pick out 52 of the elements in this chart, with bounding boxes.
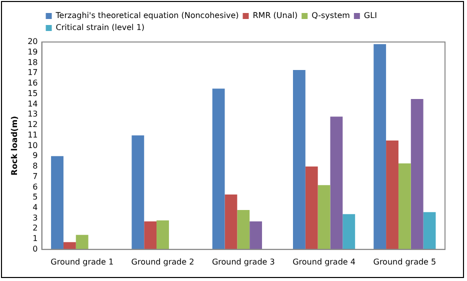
- y-tick-label: 8: [32, 162, 38, 171]
- bar: [132, 135, 144, 250]
- x-tick-label: Ground grade 1: [50, 257, 114, 266]
- x-tick-label: Ground grade 5: [373, 257, 436, 266]
- bar: [305, 166, 318, 250]
- y-tick-label: 6: [32, 182, 38, 192]
- y-tick-label: 1: [32, 234, 38, 244]
- y-tick-label: 3: [32, 213, 38, 222]
- bar: [423, 212, 436, 250]
- y-tick-label: 2: [32, 224, 38, 233]
- y-axis-title: Rock load(m): [10, 116, 19, 176]
- legend-label: RMR (Unal): [252, 11, 298, 20]
- legend-label: Terzaghi's theoretical equation (Noncohesive): [54, 11, 239, 20]
- bar: [318, 185, 330, 250]
- legend-label: Critical strain (level 1): [56, 23, 145, 32]
- y-tick-label: 11: [28, 130, 38, 140]
- bar: [342, 214, 356, 250]
- y-tick-label: 7: [32, 172, 38, 181]
- y-tick-label: 13: [28, 110, 38, 119]
- y-tick-label: 14: [28, 99, 38, 108]
- y-tick-label: 5: [32, 192, 38, 202]
- y-tick-label: 15: [28, 88, 38, 98]
- x-tick-label: Ground grade 4: [292, 257, 356, 266]
- y-tick-label: 12: [28, 120, 38, 130]
- y-tick-label: 17: [28, 68, 38, 78]
- bar: [374, 44, 386, 250]
- y-tick-label: 18: [28, 58, 38, 67]
- legend-label: Q-system: [312, 11, 350, 20]
- bar: [224, 194, 238, 250]
- bar: [156, 220, 169, 250]
- bar: [292, 70, 306, 250]
- y-tick-label: 0: [32, 244, 38, 254]
- bar: [330, 116, 343, 250]
- y-tick-label: 9: [32, 151, 38, 160]
- bar: [410, 99, 424, 250]
- bar: [398, 163, 411, 250]
- bar: [386, 140, 398, 250]
- y-tick-label: 4: [32, 203, 38, 212]
- bar: [144, 221, 157, 250]
- y-tick-label: 20: [28, 37, 38, 46]
- x-tick-label: Ground grade 3: [212, 257, 275, 266]
- y-tick-label: 16: [28, 78, 38, 88]
- y-tick-label: 10: [28, 140, 38, 150]
- bar: [63, 242, 76, 250]
- bar: [51, 156, 64, 250]
- bar: [250, 221, 262, 250]
- x-tick-label: Ground grade 2: [131, 257, 194, 266]
- bar: [76, 234, 88, 250]
- bar: [237, 210, 250, 250]
- legend-label: GLI: [364, 11, 377, 20]
- bar: [212, 88, 225, 250]
- y-tick-label: 19: [28, 47, 38, 56]
